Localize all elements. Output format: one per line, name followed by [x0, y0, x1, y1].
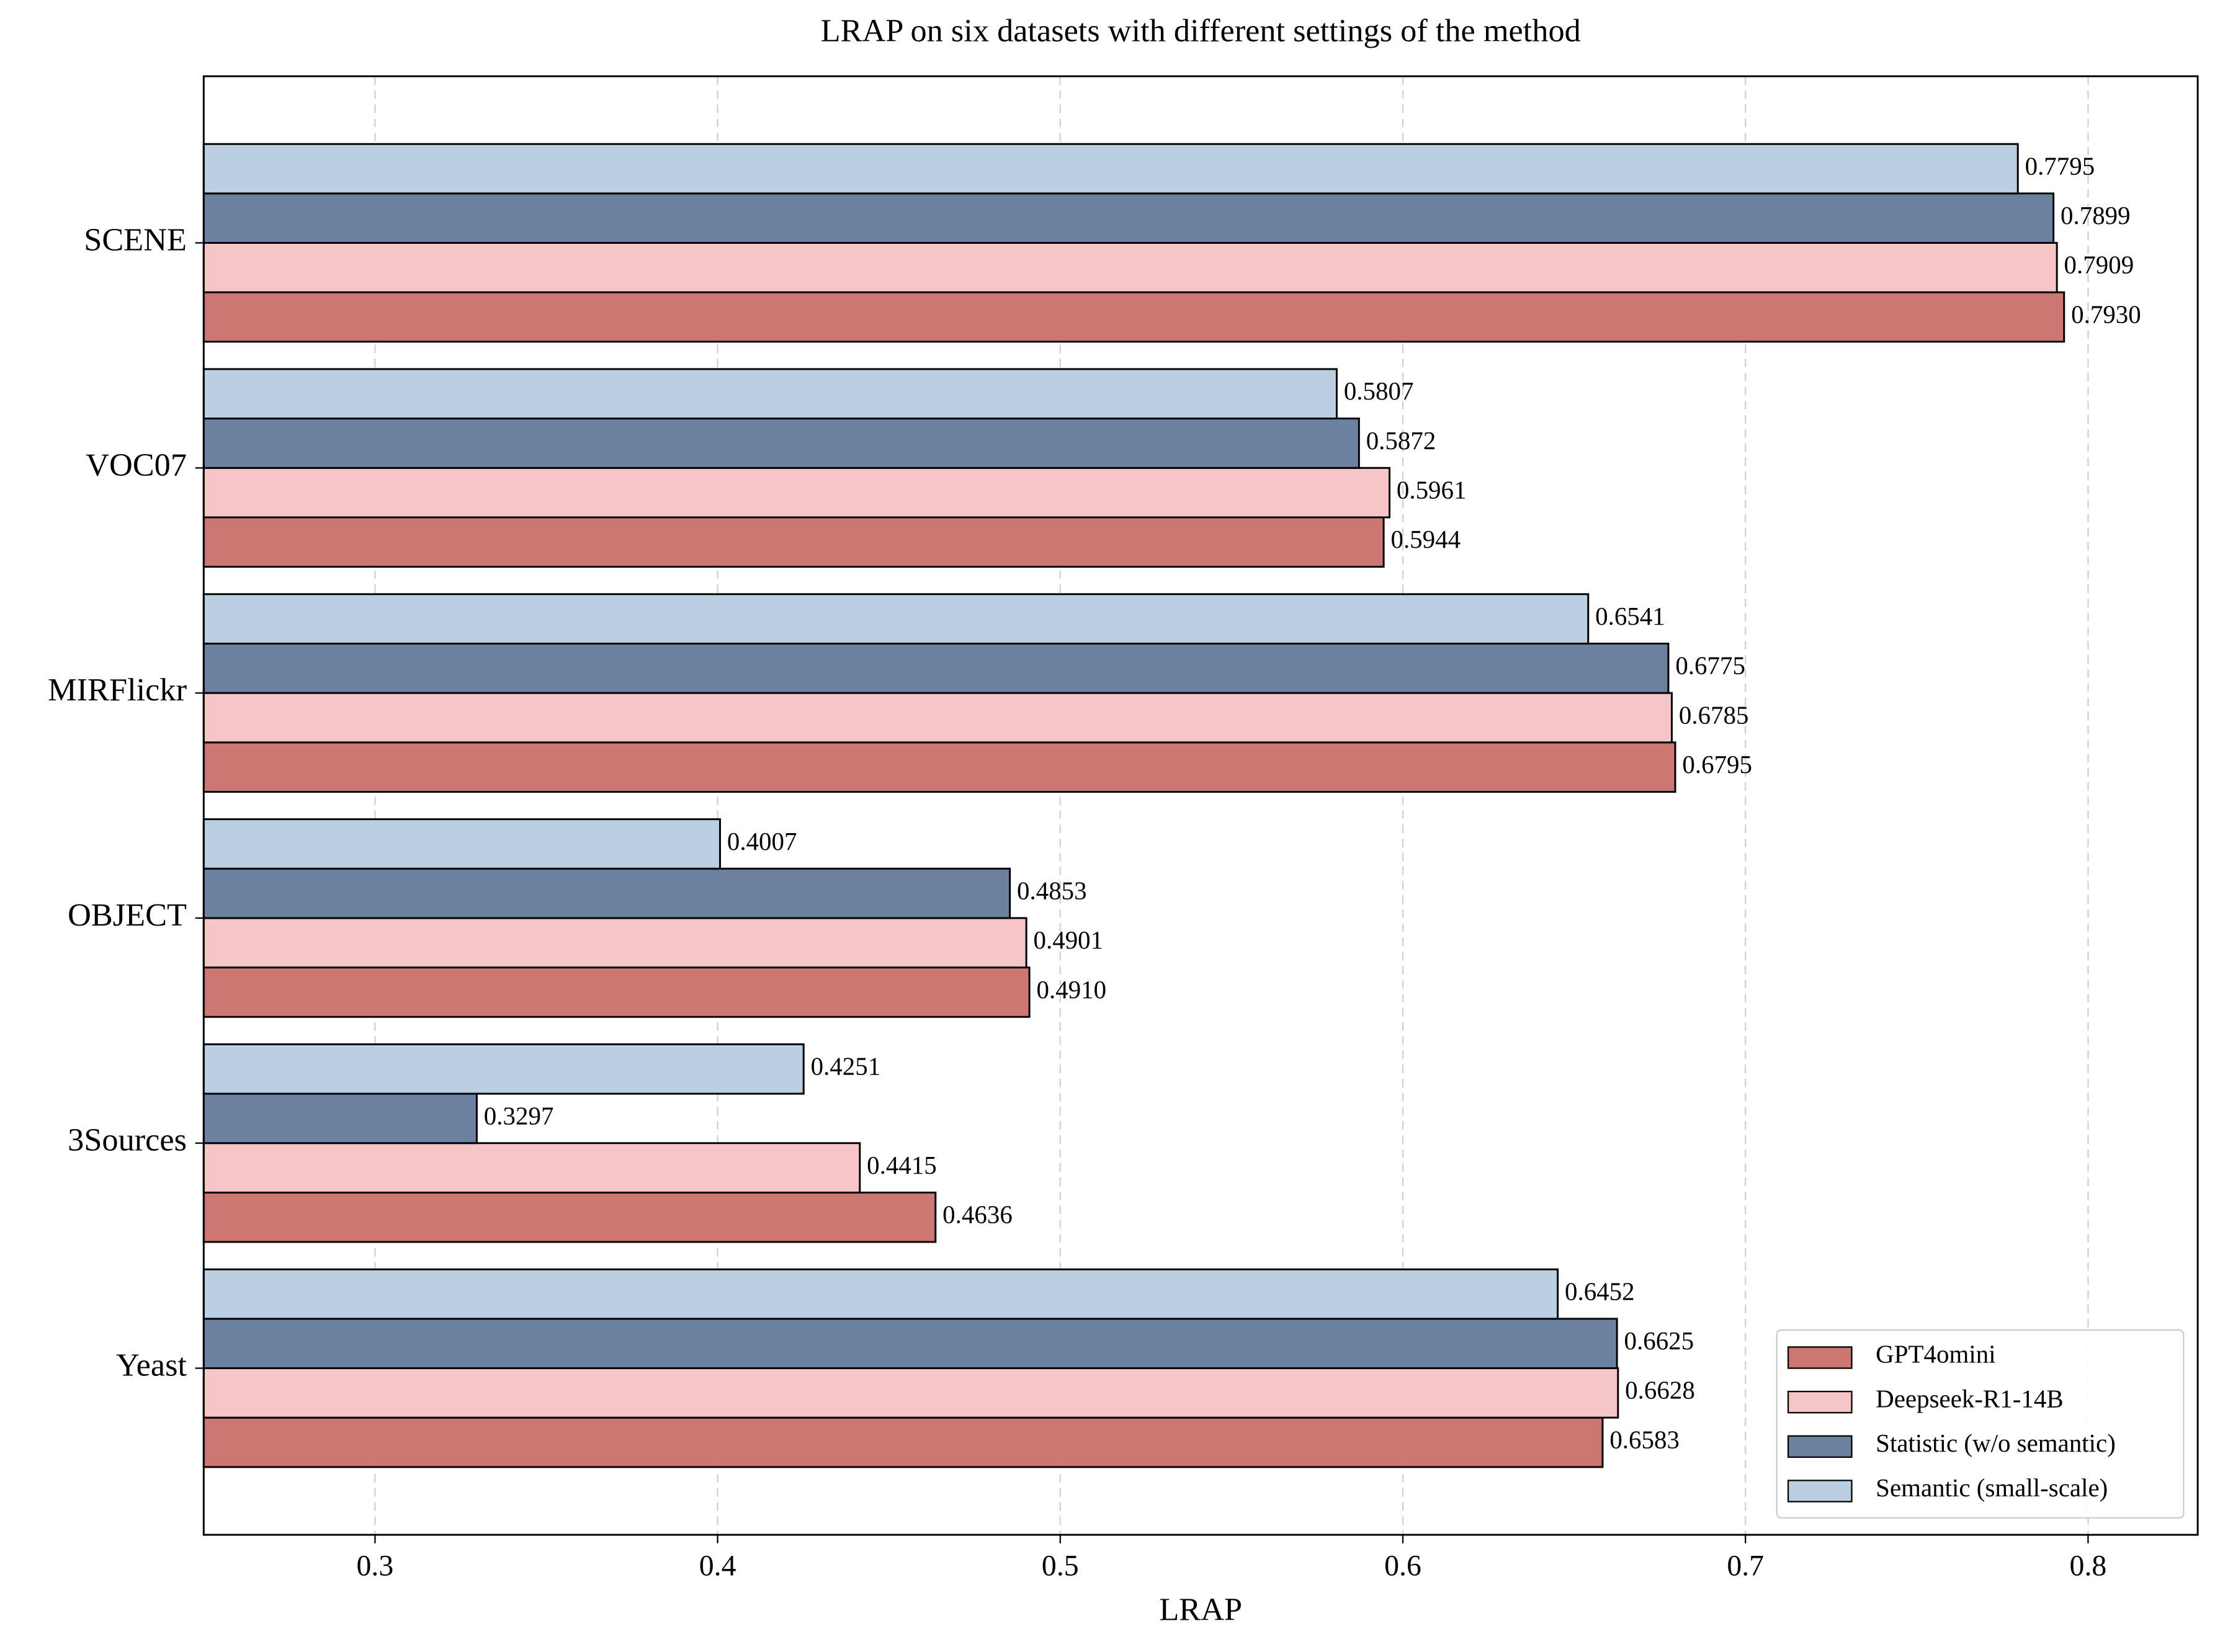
- legend: GPT4omini Deepseek-R1-14B Statistic (w/o s…: [1776, 1329, 2185, 1519]
- data-label: 0.7909: [2064, 251, 2134, 279]
- data-label: 0.5807: [1344, 377, 1414, 405]
- data-label: 0.5944: [1390, 525, 1461, 553]
- legend-frame: [1776, 1329, 2185, 1519]
- bar: [202, 1043, 805, 1095]
- y-tick-label: VOC07: [86, 447, 187, 483]
- data-label: 0.6785: [1679, 700, 1749, 729]
- data-label: 0.6775: [1675, 651, 1745, 680]
- y-tick-label: OBJECT: [68, 897, 187, 933]
- y-tick-label: 3Sources: [68, 1122, 187, 1158]
- data-label: 0.4910: [1037, 975, 1107, 1004]
- bar: [202, 368, 1338, 420]
- data-label: 0.4853: [1017, 876, 1087, 904]
- data-label: 0.4901: [1034, 926, 1104, 954]
- data-label: 0.7930: [2071, 300, 2141, 328]
- x-tick-label: 0.4: [699, 1550, 736, 1583]
- bar: [202, 1092, 478, 1145]
- x-tick-label: 0.8: [2070, 1550, 2107, 1583]
- data-label: 0.7795: [2025, 151, 2095, 180]
- data-label: 0.6541: [1595, 602, 1665, 630]
- data-label: 0.7899: [2061, 201, 2131, 230]
- bar: [202, 291, 2065, 343]
- data-label: 0.6625: [1624, 1326, 1694, 1355]
- bar: [202, 917, 1027, 969]
- bar: [202, 516, 1385, 568]
- bar: [202, 417, 1360, 469]
- data-label: 0.4636: [942, 1200, 1013, 1229]
- legend-swatch: [1787, 1390, 1853, 1414]
- bar: [202, 242, 2058, 293]
- data-label: 0.6452: [1565, 1277, 1635, 1305]
- bar: [202, 192, 2055, 244]
- legend-swatch: [1787, 1480, 1853, 1502]
- x-axis-label: LRAP: [1159, 1591, 1242, 1627]
- bar: [202, 818, 721, 870]
- legend-label: Statistic (w/o semantic): [1876, 1429, 2116, 1457]
- data-label: 0.3297: [484, 1101, 554, 1130]
- bar: [202, 692, 1673, 744]
- x-tick-label: 0.3: [357, 1550, 394, 1583]
- bar: [202, 967, 1031, 1018]
- data-label: 0.4415: [867, 1151, 937, 1179]
- legend-label: GPT4omini: [1876, 1340, 1995, 1368]
- bar: [202, 1416, 1604, 1468]
- legend-swatch: [1787, 1346, 1853, 1369]
- data-label: 0.4251: [811, 1052, 881, 1081]
- data-label: 0.5872: [1366, 426, 1436, 455]
- data-label: 0.6583: [1609, 1425, 1680, 1453]
- data-label: 0.5961: [1397, 476, 1467, 504]
- data-label: 0.4007: [727, 827, 797, 855]
- x-tick-label: 0.7: [1727, 1550, 1764, 1583]
- data-label: 0.6795: [1682, 750, 1752, 779]
- legend-label: Semantic (small-scale): [1876, 1473, 2108, 1502]
- bar: [202, 1318, 1618, 1369]
- data-label: 0.6628: [1625, 1376, 1695, 1404]
- bar: [202, 642, 1670, 694]
- bar: [202, 867, 1011, 919]
- bar: [202, 1367, 1619, 1419]
- bar: [202, 143, 2019, 195]
- y-tick-label: MIRFlickr: [48, 672, 187, 708]
- x-tick-label: 0.5: [1042, 1550, 1079, 1583]
- bar: [202, 741, 1676, 793]
- bar: [202, 593, 1590, 645]
- y-tick-label: SCENE: [84, 221, 187, 257]
- y-tick-label: Yeast: [116, 1347, 187, 1383]
- bar: [202, 1191, 937, 1243]
- x-tick-label: 0.6: [1384, 1550, 1421, 1583]
- legend-swatch: [1787, 1435, 1853, 1458]
- plot-area: 0.3 0.4 0.5 0.6 0.7 0.8 SCENE 0.7930 0.7909 0.789…: [48, 75, 2199, 1583]
- bar: [202, 1142, 861, 1194]
- axes-frame: [202, 75, 2199, 1536]
- chart-title: LRAP on six datasets with different sett…: [821, 13, 1581, 49]
- legend-label: Deepseek-R1-14B: [1876, 1384, 2064, 1413]
- bar: [202, 467, 1390, 519]
- bar: [202, 1268, 1559, 1320]
